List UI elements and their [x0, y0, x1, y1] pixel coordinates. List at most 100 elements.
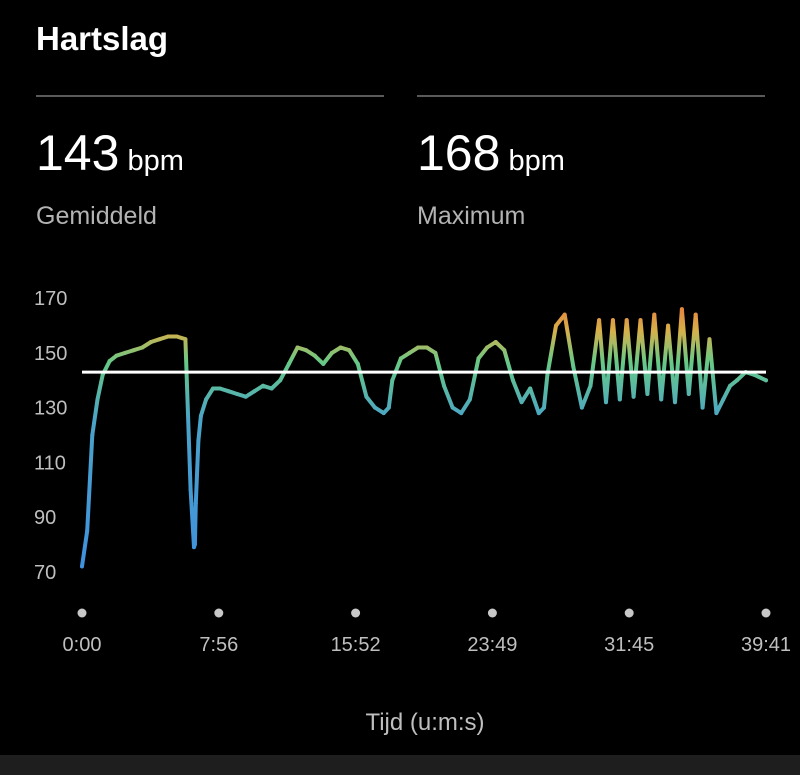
heart-rate-point — [166, 334, 171, 339]
x-tick-label: 15:52 — [331, 634, 381, 656]
heart-rate-point — [554, 323, 559, 328]
heart-rate-point — [467, 397, 472, 402]
heart-rate-point — [631, 394, 636, 399]
average-value: 143 — [36, 125, 120, 181]
heart-rate-point — [304, 348, 309, 353]
heart-rate-point — [416, 345, 421, 350]
heart-rate-point — [329, 350, 334, 355]
y-axis: 70 90 110 130 150 170 — [34, 288, 67, 584]
y-tick-label: 90 — [34, 507, 56, 529]
average-stat: 143 bpm Gemiddeld — [36, 95, 384, 231]
heart-rate-point — [624, 318, 629, 323]
maximum-label: Maximum — [417, 202, 526, 230]
heart-rate-point — [321, 361, 326, 366]
heart-rate-point — [700, 405, 705, 410]
heart-rate-point — [450, 405, 455, 410]
heart-rate-point — [588, 383, 593, 388]
heart-rate-point — [610, 318, 615, 323]
average-label: Gemiddeld — [36, 202, 157, 230]
heart-rate-point — [686, 391, 691, 396]
x-tick-label: 0:00 — [63, 634, 102, 656]
heart-rate-point — [80, 564, 84, 569]
heart-rate-point — [123, 350, 128, 355]
heart-rate-point — [571, 364, 576, 369]
heart-rate-point — [579, 405, 584, 410]
data-points — [80, 307, 768, 569]
heart-rate-point — [597, 318, 602, 323]
heart-rate-point — [617, 397, 622, 402]
heart-rate-point — [562, 312, 567, 317]
heart-rate-line — [80, 307, 768, 569]
x-tick-label: 23:49 — [467, 634, 517, 656]
heart-rate-point — [528, 386, 533, 391]
y-tick-label: 170 — [34, 288, 67, 310]
heart-rate-point — [114, 353, 119, 358]
heart-rate-point — [536, 411, 541, 416]
heart-rate-point — [148, 339, 153, 344]
heart-rate-point — [493, 339, 498, 344]
x-tick-dot — [214, 608, 224, 618]
heart-rate-point — [312, 353, 317, 358]
bottom-bar — [0, 755, 800, 775]
heart-rate-point — [714, 411, 719, 416]
heart-rate-point — [519, 400, 524, 405]
x-tick-dot — [624, 608, 634, 618]
heart-rate-point — [217, 386, 222, 391]
heart-rate-point — [386, 405, 391, 410]
heart-rate-point — [211, 386, 216, 391]
heart-rate-point — [286, 361, 291, 366]
heart-rate-point — [140, 345, 145, 350]
heart-rate-point — [355, 361, 360, 366]
heart-rate-point — [226, 389, 231, 394]
heart-rate-point — [638, 318, 643, 323]
heart-rate-point — [278, 378, 283, 383]
heart-rate-point — [541, 405, 546, 410]
heart-rate-point — [645, 391, 650, 396]
heart-rate-point — [235, 391, 240, 396]
x-tick-dot — [487, 608, 497, 618]
heart-rate-point — [260, 383, 265, 388]
heart-rate-point — [338, 345, 343, 350]
average-unit: bpm — [127, 145, 184, 177]
y-tick-label: 70 — [34, 562, 56, 584]
x-tick-label: 39:41 — [741, 634, 791, 656]
heart-rate-point — [666, 323, 671, 328]
x-tick-dot — [761, 608, 771, 618]
heart-rate-point — [735, 378, 740, 383]
heart-rate-point — [693, 312, 698, 317]
maximum-value: 168 — [417, 125, 501, 181]
heart-rate-point — [652, 312, 657, 317]
heart-rate-point — [390, 378, 395, 383]
maximum-unit: bpm — [508, 145, 565, 177]
heart-rate-point — [679, 307, 684, 312]
y-tick-label: 110 — [34, 452, 66, 474]
heart-rate-point — [174, 334, 179, 339]
heart-rate-point — [381, 411, 386, 416]
heart-rate-point — [193, 501, 198, 506]
heart-rate-point — [441, 383, 446, 388]
heart-rate-point — [604, 400, 609, 405]
heart-rate-point — [502, 348, 507, 353]
heart-rate-point — [183, 337, 188, 342]
heart-rate-point — [131, 348, 136, 353]
heart-rate-point — [764, 378, 768, 383]
heart-rate-point — [192, 542, 197, 547]
heart-rate-point — [347, 348, 352, 353]
heart-rate-point — [295, 345, 300, 350]
page-title: Hartslag — [36, 20, 169, 57]
heart-rate-point — [107, 359, 112, 364]
heart-rate-point — [510, 378, 515, 383]
heart-rate-point — [252, 389, 257, 394]
x-axis: 0:00 7:56 15:52 23:49 31:45 39:41 — [63, 608, 791, 656]
heart-rate-point — [424, 345, 429, 350]
heart-rate-point — [198, 413, 203, 418]
heart-rate-point — [100, 372, 105, 377]
x-tick-label: 7:56 — [199, 634, 238, 656]
heart-rate-point — [196, 438, 201, 443]
heart-rate-point — [188, 487, 193, 492]
heart-rate-point — [728, 383, 733, 388]
x-tick-dot — [77, 608, 87, 618]
y-tick-label: 150 — [34, 343, 67, 365]
heart-rate-point — [243, 394, 248, 399]
